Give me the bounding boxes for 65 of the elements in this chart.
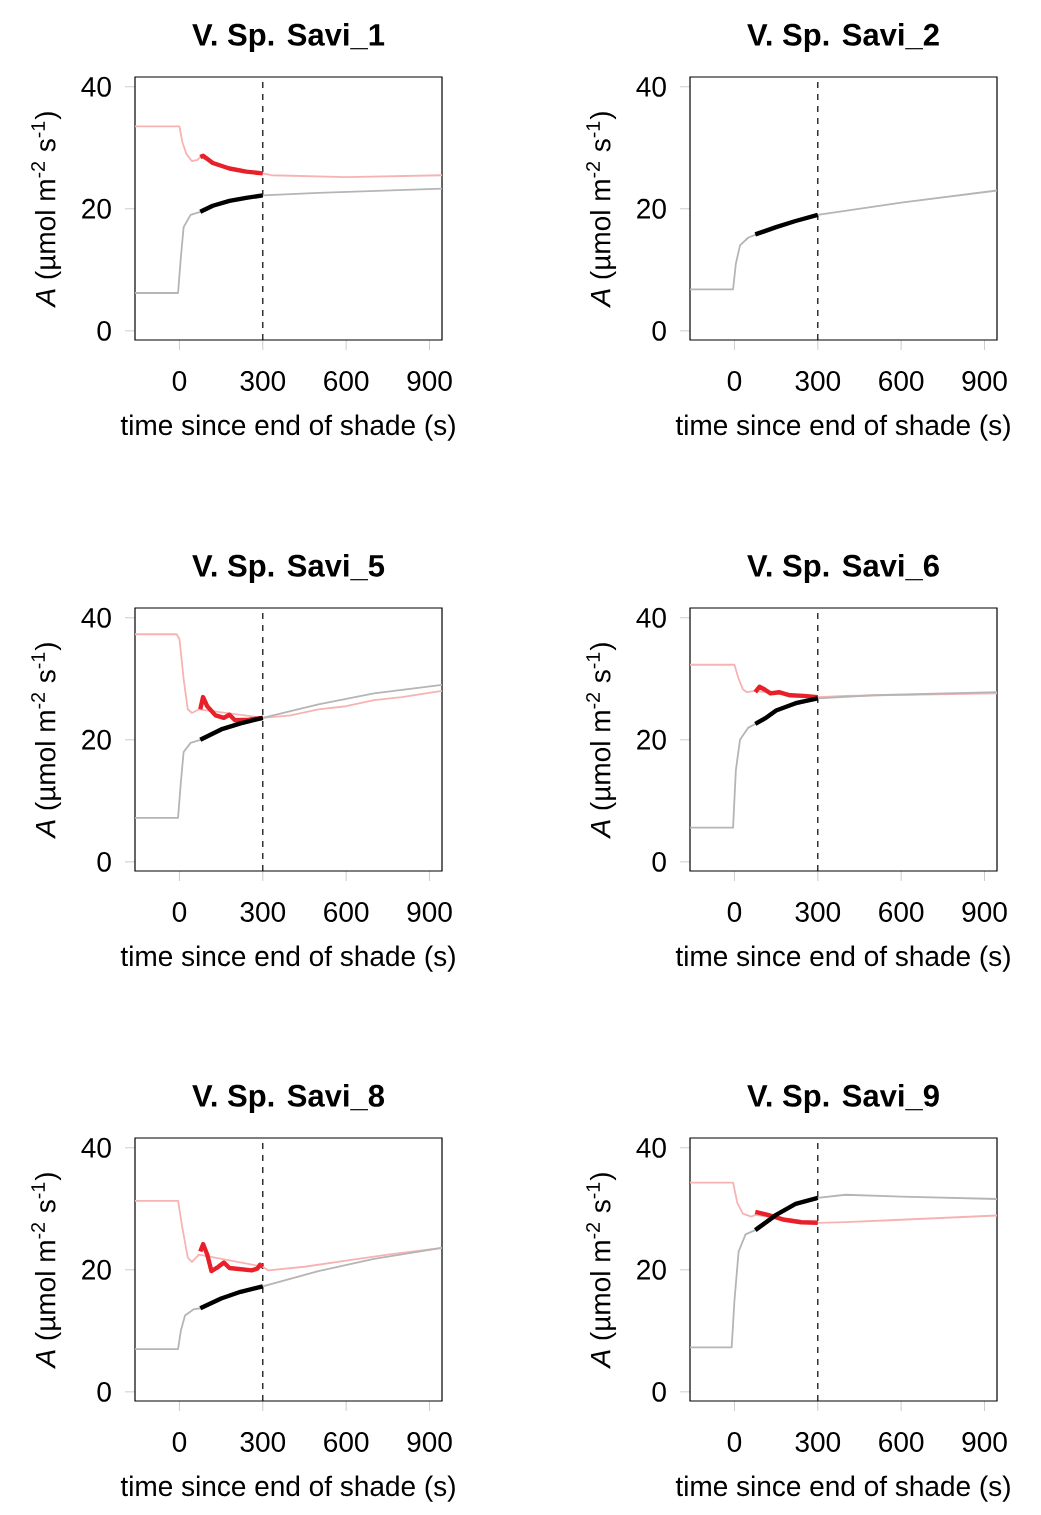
line-series [198, 153, 265, 176]
y-tick-label: 40 [81, 76, 111, 97]
x-tick-label: 300 [795, 902, 841, 922]
y-tick-label: 40 [81, 607, 111, 628]
x-axis-title: time since end of shade (s) [120, 1475, 455, 1502]
x-tick-label: 600 [324, 902, 369, 922]
x-tick-label: 900 [962, 902, 1007, 922]
x-tick-label: 600 [879, 1432, 924, 1452]
y-tick-label: 40 [636, 1137, 666, 1158]
y-axis-title: A (µmol m$^{-2}$ s$^{-1}$) [586, 1173, 617, 1369]
chart-title: V. Sp. Savi_8 [192, 1084, 385, 1113]
line-series [135, 633, 443, 719]
y-tick-label: 40 [636, 607, 666, 628]
x-tick-label: 900 [407, 1432, 452, 1452]
y-axis-title: A (µmol m$^{-2}$ s$^{-1}$) [586, 643, 617, 839]
x-tick-label: 300 [795, 1432, 841, 1452]
x-tick-label: 900 [962, 371, 1007, 391]
x-axis-title: time since end of shade (s) [120, 945, 455, 972]
x-tick-label: 900 [962, 1432, 1007, 1452]
chart-title: V. Sp. Savi_1 [192, 23, 385, 52]
x-tick-label: 600 [324, 371, 369, 391]
line-series [198, 193, 265, 215]
y-axis-title: A (µmol m$^{-2}$ s$^{-1}$) [31, 1173, 62, 1369]
x-axis-title: time since end of shade (s) [120, 414, 455, 441]
x-tick-label: 300 [240, 902, 286, 922]
x-tick-label: 600 [324, 1432, 369, 1452]
x-tick-label: 600 [879, 902, 924, 922]
y-tick-label: 20 [637, 729, 666, 750]
x-tick-label: 300 [795, 371, 841, 391]
x-tick-label: 0 [172, 1432, 187, 1452]
y-tick-label: 0 [652, 320, 666, 341]
x-tick-label: 0 [727, 902, 742, 922]
chart-title: V. Sp. Savi_5 [192, 554, 385, 583]
y-tick-label: 0 [97, 1381, 111, 1402]
y-tick-label: 20 [82, 729, 111, 750]
y-tick-label: 0 [652, 1381, 666, 1402]
line-series [753, 684, 821, 700]
x-tick-label: 300 [240, 371, 286, 391]
y-tick-label: 0 [97, 851, 111, 872]
y-tick-label: 20 [82, 1259, 111, 1280]
chart-title: V. Sp. Savi_9 [747, 1084, 939, 1113]
x-tick-label: 300 [240, 1432, 286, 1452]
y-axis-title: A (µmol m$^{-2}$ s$^{-1}$) [586, 112, 617, 308]
x-tick-label: 0 [727, 371, 742, 391]
x-tick-label: 900 [407, 371, 452, 391]
x-tick-label: 900 [407, 902, 452, 922]
y-tick-label: 20 [637, 1259, 666, 1280]
x-axis-title: time since end of shade (s) [675, 945, 1010, 972]
line-series [753, 1209, 821, 1226]
y-axis-title: A (µmol m$^{-2}$ s$^{-1}$) [31, 112, 62, 308]
x-tick-label: 0 [172, 902, 187, 922]
y-tick-label: 40 [636, 76, 666, 97]
x-axis-title: time since end of shade (s) [675, 1475, 1010, 1502]
x-tick-label: 600 [879, 371, 924, 391]
chart-title: V. Sp. Savi_2 [747, 23, 939, 52]
x-tick-label: 0 [172, 371, 187, 391]
y-tick-label: 40 [81, 1137, 111, 1158]
y-tick-label: 20 [82, 198, 111, 219]
y-tick-label: 0 [97, 320, 111, 341]
chart-title: V. Sp. Savi_6 [747, 554, 939, 583]
x-axis-title: time since end of shade (s) [675, 414, 1010, 441]
y-tick-label: 20 [637, 198, 666, 219]
y-tick-label: 0 [652, 851, 666, 872]
x-tick-label: 0 [727, 1432, 742, 1452]
y-axis-title: A (µmol m$^{-2}$ s$^{-1}$) [31, 643, 62, 839]
